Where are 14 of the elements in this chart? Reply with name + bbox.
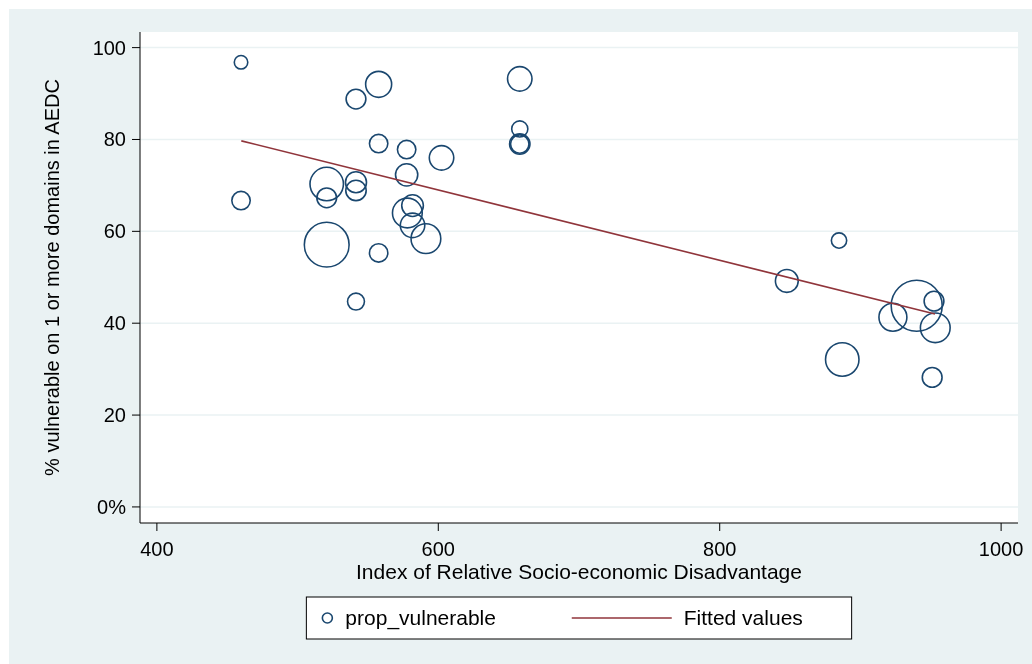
x-tick-label: 1000: [978, 538, 1024, 560]
x-axis-title: Index of Relative Socio-economic Disadvantage: [356, 560, 802, 583]
x-tick-label: 800: [703, 538, 737, 560]
y-tick-label: 60: [103, 220, 126, 243]
y-tick-label: 20: [103, 404, 126, 427]
legend-label: Fitted values: [683, 606, 803, 629]
y-tick-label: 80: [103, 128, 126, 151]
x-tick-label: 600: [421, 538, 455, 560]
y-axis-title: % vulnerable on 1 or more domains in AEDC: [41, 79, 63, 476]
y-tick-label: 40: [103, 312, 126, 335]
legend-label: prop_vulnerable: [345, 606, 496, 630]
x-tick-label: 400: [140, 538, 174, 560]
y-tick-label: 0%: [97, 495, 127, 518]
y-tick-label: 100: [92, 36, 126, 59]
